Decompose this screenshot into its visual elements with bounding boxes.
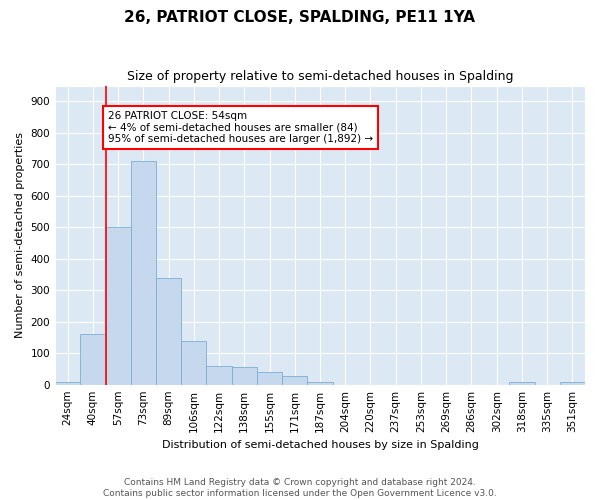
Text: 26, PATRIOT CLOSE, SPALDING, PE11 1YA: 26, PATRIOT CLOSE, SPALDING, PE11 1YA	[125, 10, 476, 25]
Bar	[257, 372, 282, 384]
Bar	[282, 376, 307, 384]
Bar	[106, 227, 131, 384]
Text: 26 PATRIOT CLOSE: 54sqm
← 4% of semi-detached houses are smaller (84)
95% of sem: 26 PATRIOT CLOSE: 54sqm ← 4% of semi-det…	[108, 110, 373, 144]
Bar	[307, 382, 332, 384]
Title: Size of property relative to semi-detached houses in Spalding: Size of property relative to semi-detach…	[127, 70, 513, 83]
Bar	[560, 382, 585, 384]
Bar	[509, 382, 535, 384]
Text: Contains HM Land Registry data © Crown copyright and database right 2024.
Contai: Contains HM Land Registry data © Crown c…	[103, 478, 497, 498]
Bar	[80, 334, 106, 384]
Bar	[181, 340, 206, 384]
Bar	[55, 382, 80, 384]
Y-axis label: Number of semi-detached properties: Number of semi-detached properties	[15, 132, 25, 338]
X-axis label: Distribution of semi-detached houses by size in Spalding: Distribution of semi-detached houses by …	[161, 440, 478, 450]
Bar	[232, 368, 257, 384]
Bar	[131, 161, 156, 384]
Bar	[206, 366, 232, 384]
Bar	[156, 278, 181, 384]
